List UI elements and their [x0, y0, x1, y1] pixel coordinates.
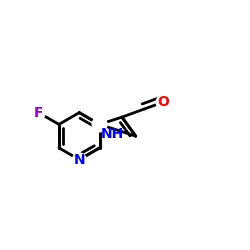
Text: F: F — [34, 106, 43, 120]
Circle shape — [72, 153, 86, 166]
Circle shape — [32, 106, 45, 119]
Text: O: O — [157, 95, 169, 109]
Circle shape — [92, 117, 107, 132]
Text: NH: NH — [101, 127, 124, 141]
Circle shape — [156, 96, 170, 109]
Text: N: N — [74, 152, 85, 166]
